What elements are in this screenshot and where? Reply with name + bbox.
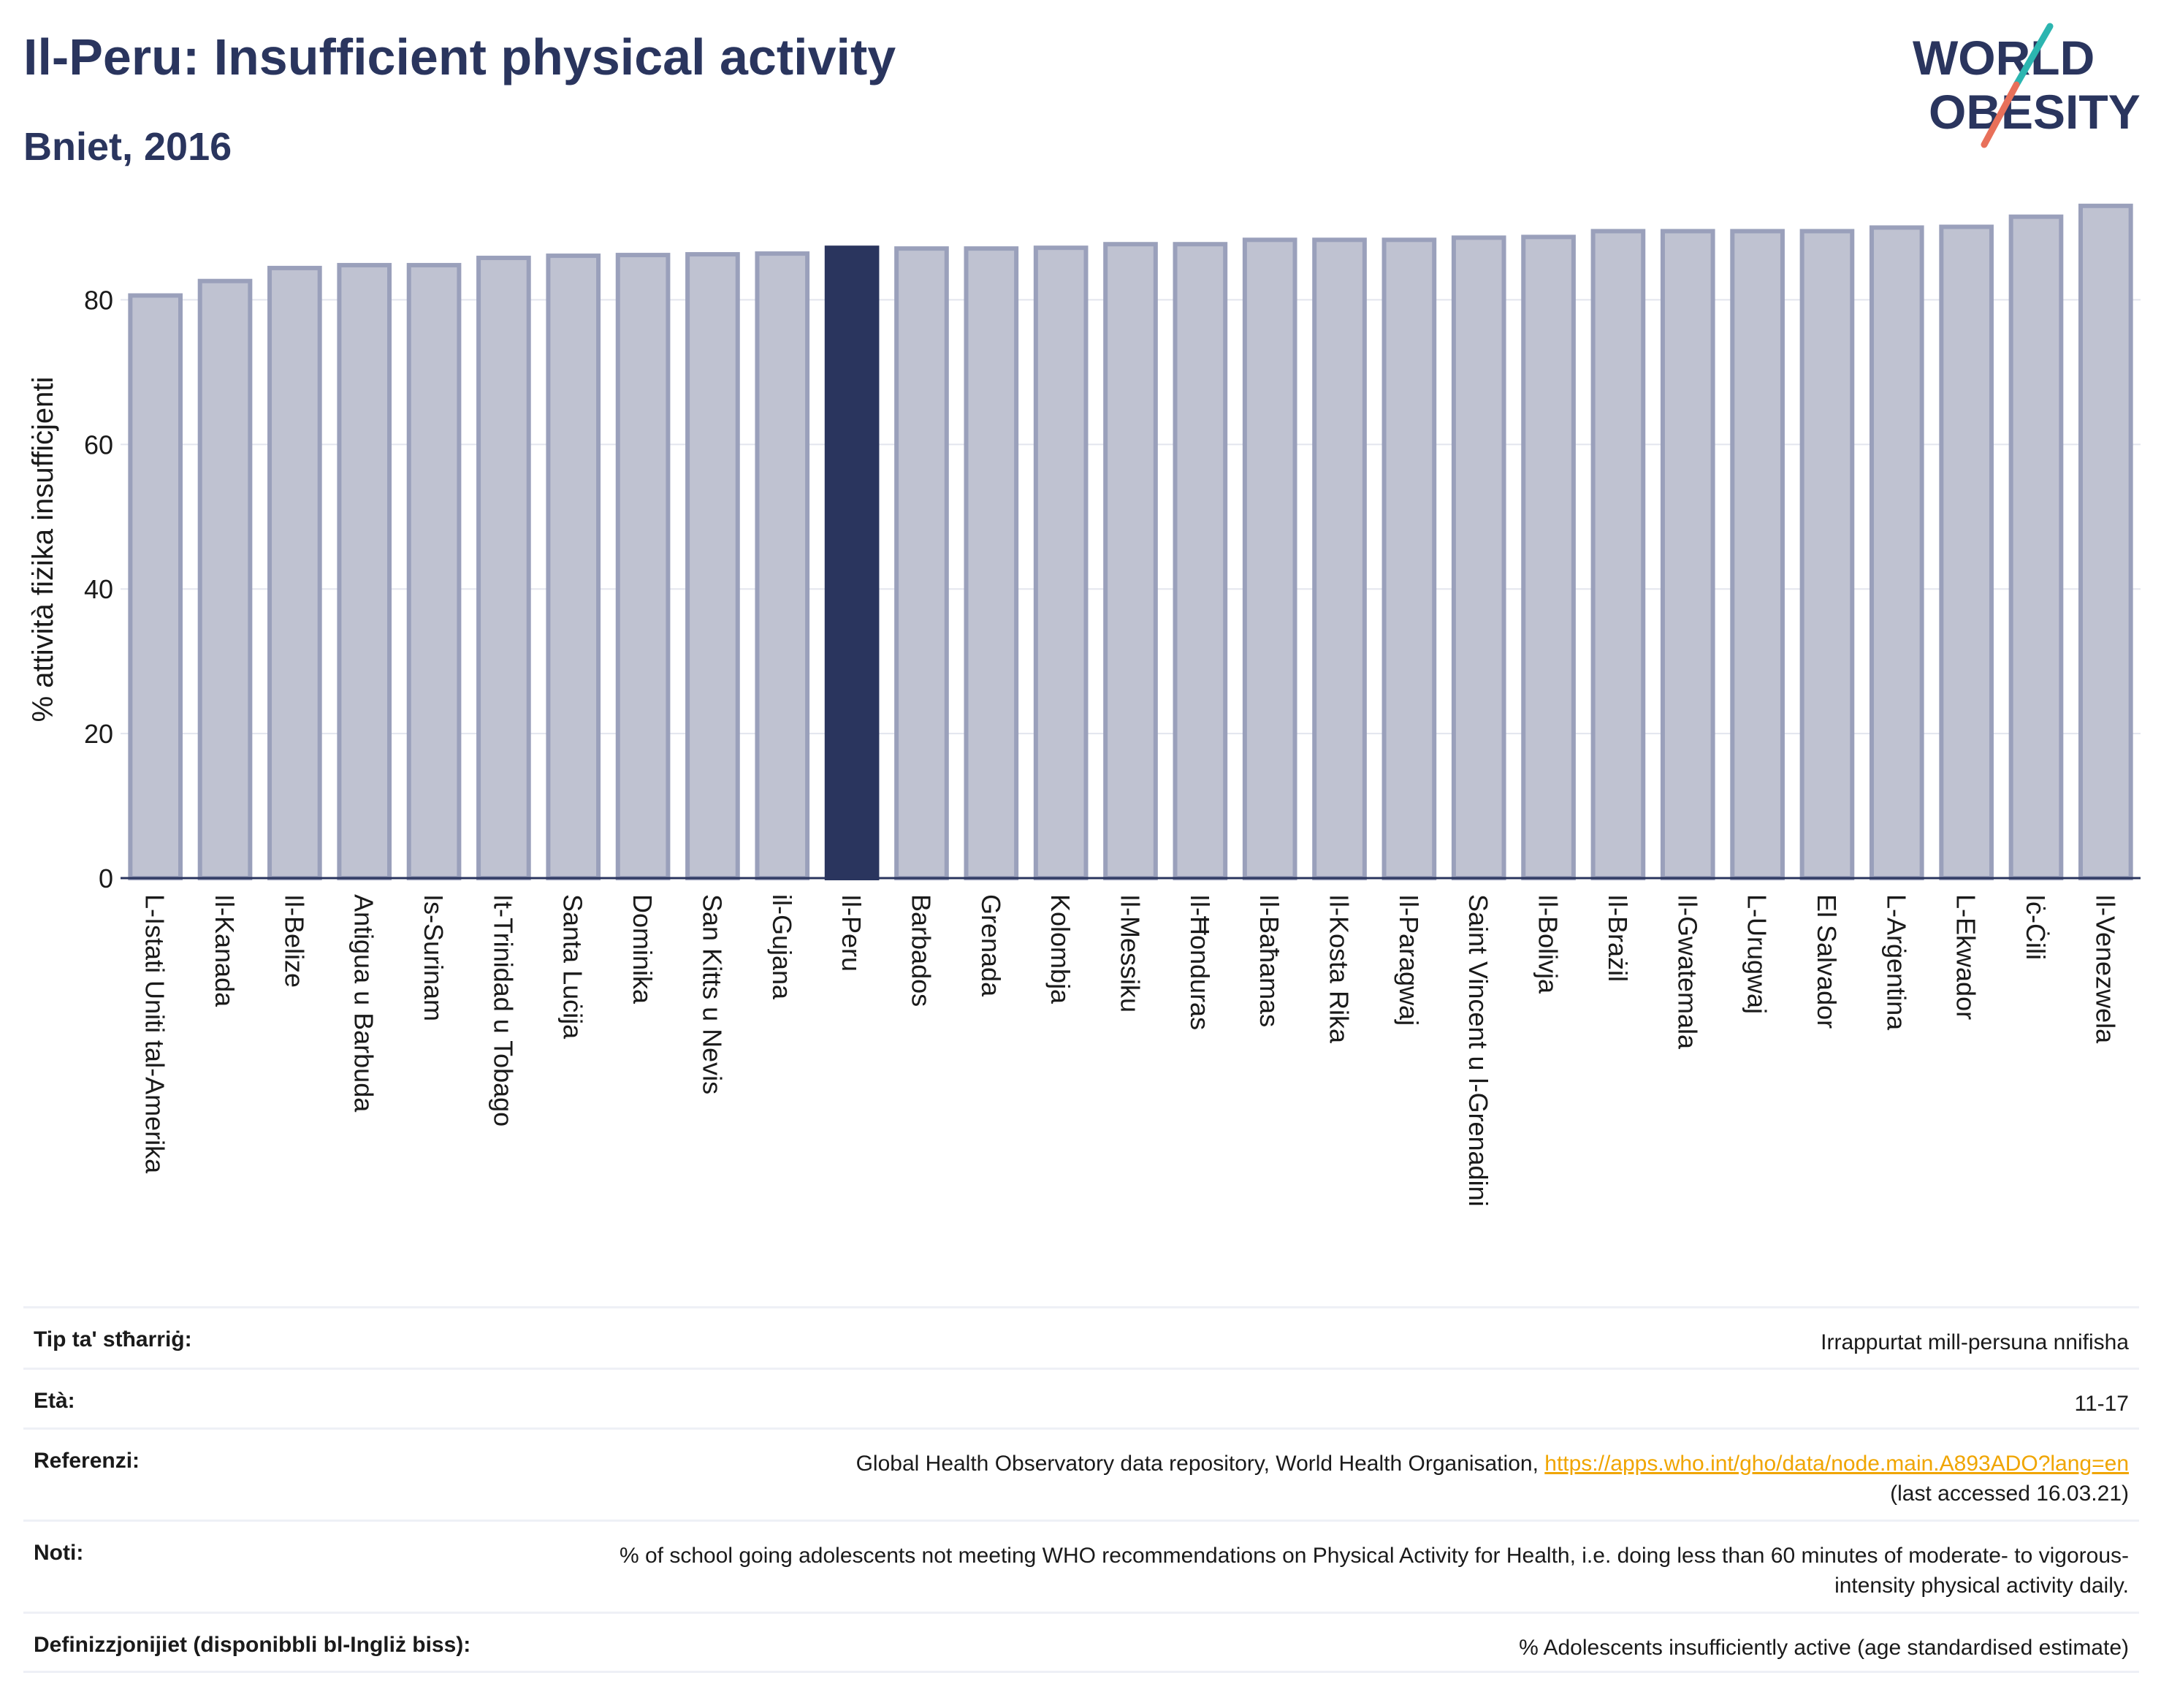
- bar: [1869, 225, 1924, 880]
- x-tick-label: Dominika: [628, 894, 658, 1004]
- x-tick-label: Il-Peru: [836, 894, 866, 972]
- bar: [894, 246, 949, 881]
- x-tick-label: Il-Ħonduras: [1185, 894, 1215, 1030]
- bar: [1730, 229, 1785, 880]
- bar: [1799, 229, 1855, 880]
- bar: [197, 278, 253, 880]
- bar: [1521, 235, 1576, 880]
- x-tick-label: Saint Vincent u l-Grenadini: [1463, 894, 1493, 1207]
- x-tick-label: Kolombja: [1045, 894, 1075, 1004]
- meta-row-age: Età: 11-17: [23, 1368, 2139, 1427]
- meta-row-references: Referenzi: Global Health Observatory dat…: [23, 1427, 2139, 1520]
- x-tick-label: Il-Baħamas: [1254, 894, 1284, 1027]
- x-tick-label: L-Arġentina: [1881, 894, 1911, 1031]
- x-tick-label: Il-Belize: [279, 894, 309, 988]
- meta-row-definitions: Definizzjonijiet (disponibbli bl-Ingliż …: [23, 1612, 2139, 1673]
- x-tick-label: L-Urugwaj: [1742, 894, 1772, 1014]
- meta-value: Irrappurtat mill-persuna nnifisha: [1821, 1330, 2129, 1354]
- logo-line2: OBESITY: [1929, 85, 2141, 139]
- bar: [2078, 203, 2133, 880]
- meta-row-notes: Noti: % of school going adolescents not …: [23, 1520, 2139, 1612]
- meta-row-survey-type: Tip ta' stħarriġ: Irrappurtat mill-persu…: [23, 1306, 2139, 1368]
- bar: [1590, 229, 1646, 880]
- metadata-table: Tip ta' stħarriġ: Irrappurtat mill-persu…: [23, 1306, 2139, 1673]
- y-tick-label: 80: [84, 285, 113, 315]
- bar: [267, 265, 322, 880]
- x-tick-label: Il-Bolivja: [1533, 894, 1563, 994]
- bar: [476, 256, 531, 881]
- meta-value: % of school going adolescents not meetin…: [619, 1544, 2129, 1598]
- x-tick-label: L-Istati Uniti tal-Amerika: [140, 894, 170, 1174]
- bar: [2008, 214, 2064, 880]
- bar: [337, 262, 392, 880]
- x-tick-label: Il-Kanada: [210, 894, 240, 1007]
- x-tick-label: Santa Luċija: [558, 894, 588, 1040]
- x-tick-label: El Salvador: [1812, 894, 1842, 1029]
- meta-label: Referenzi:: [34, 1449, 140, 1473]
- x-tick-label: Il-Messiku: [1116, 894, 1146, 1013]
- bar: [615, 253, 671, 880]
- x-tick-label: Antigua u Barbuda: [349, 894, 379, 1113]
- chart-subtitle: Bniet, 2016: [23, 125, 232, 169]
- meta-label: Noti:: [34, 1541, 84, 1565]
- meta-label: Età:: [34, 1389, 75, 1413]
- reference-accessed: (last accessed 16.03.21): [1890, 1482, 2129, 1506]
- x-tick-label: It-Trinidad u Tobago: [488, 894, 518, 1126]
- meta-value: % Adolescents insufficiently active (age…: [1519, 1636, 2129, 1660]
- y-tick-label: 20: [84, 719, 113, 749]
- bar: [546, 253, 601, 880]
- x-tick-label: L-Ekwador: [1951, 894, 1981, 1020]
- x-tick-label: Il-Brażil: [1603, 894, 1633, 982]
- bar: [128, 293, 183, 881]
- reference-text: Global Health Observatory data repositor…: [855, 1452, 1545, 1476]
- bar: [1033, 245, 1089, 880]
- x-tick-label: San Kitts u Nevis: [697, 894, 727, 1094]
- bar: [685, 252, 740, 880]
- chart-title: Il-Peru: Insufficient physical activity: [23, 28, 896, 85]
- bar: [1660, 229, 1715, 880]
- logo-line1: WORLD: [1913, 31, 2095, 85]
- y-tick-label: 60: [84, 430, 113, 460]
- x-tick-label: Grenada: [976, 894, 1006, 997]
- reference-link[interactable]: https://apps.who.int/gho/data/node.main.…: [1544, 1452, 2129, 1476]
- meta-value: Global Health Observatory data repositor…: [856, 1449, 2129, 1509]
- bar: [964, 246, 1019, 881]
- y-tick-label: 40: [84, 574, 113, 604]
- bar: [1381, 237, 1437, 880]
- bar: [755, 251, 810, 880]
- bar: [1451, 235, 1506, 881]
- bar: [824, 245, 880, 880]
- logo-slash-teal: [2013, 23, 2054, 88]
- bar-chart: 0 20 40 60 80 % attività fiżika insuffiċjenti…: [27, 203, 2141, 1207]
- x-tick-label: Il-Venezwela: [2090, 894, 2120, 1044]
- x-tick-label: Il-Gwatemala: [1672, 894, 1702, 1050]
- y-axis-label: % attività fiżika insuffiċjenti: [27, 377, 59, 723]
- meta-value: 11-17: [2074, 1392, 2129, 1416]
- x-tick-label: Il-Paragwaj: [1394, 894, 1424, 1026]
- x-tick-label: Iċ-Ċili: [2021, 894, 2051, 960]
- x-tick-label: Is-Surinam: [419, 894, 449, 1021]
- bar: [406, 262, 462, 880]
- meta-label: Tip ta' stħarriġ:: [34, 1327, 192, 1351]
- world-obesity-logo: WORLD OBESITY: [1913, 23, 2141, 148]
- bar: [1242, 237, 1297, 880]
- x-tick-label: Barbados: [906, 894, 936, 1007]
- y-tick-label: 0: [99, 863, 113, 893]
- logo-slash-coral: [1981, 81, 2020, 148]
- bar: [1939, 224, 1994, 881]
- bar: [1103, 242, 1158, 880]
- meta-label: Definizzjonijiet (disponibbli bl-Ingliż …: [34, 1633, 471, 1657]
- bar: [1312, 237, 1367, 880]
- x-tick-label: Il-Kosta Rika: [1325, 894, 1354, 1044]
- x-tick-label: il-Gujana: [767, 894, 797, 1000]
- bar: [1173, 242, 1228, 880]
